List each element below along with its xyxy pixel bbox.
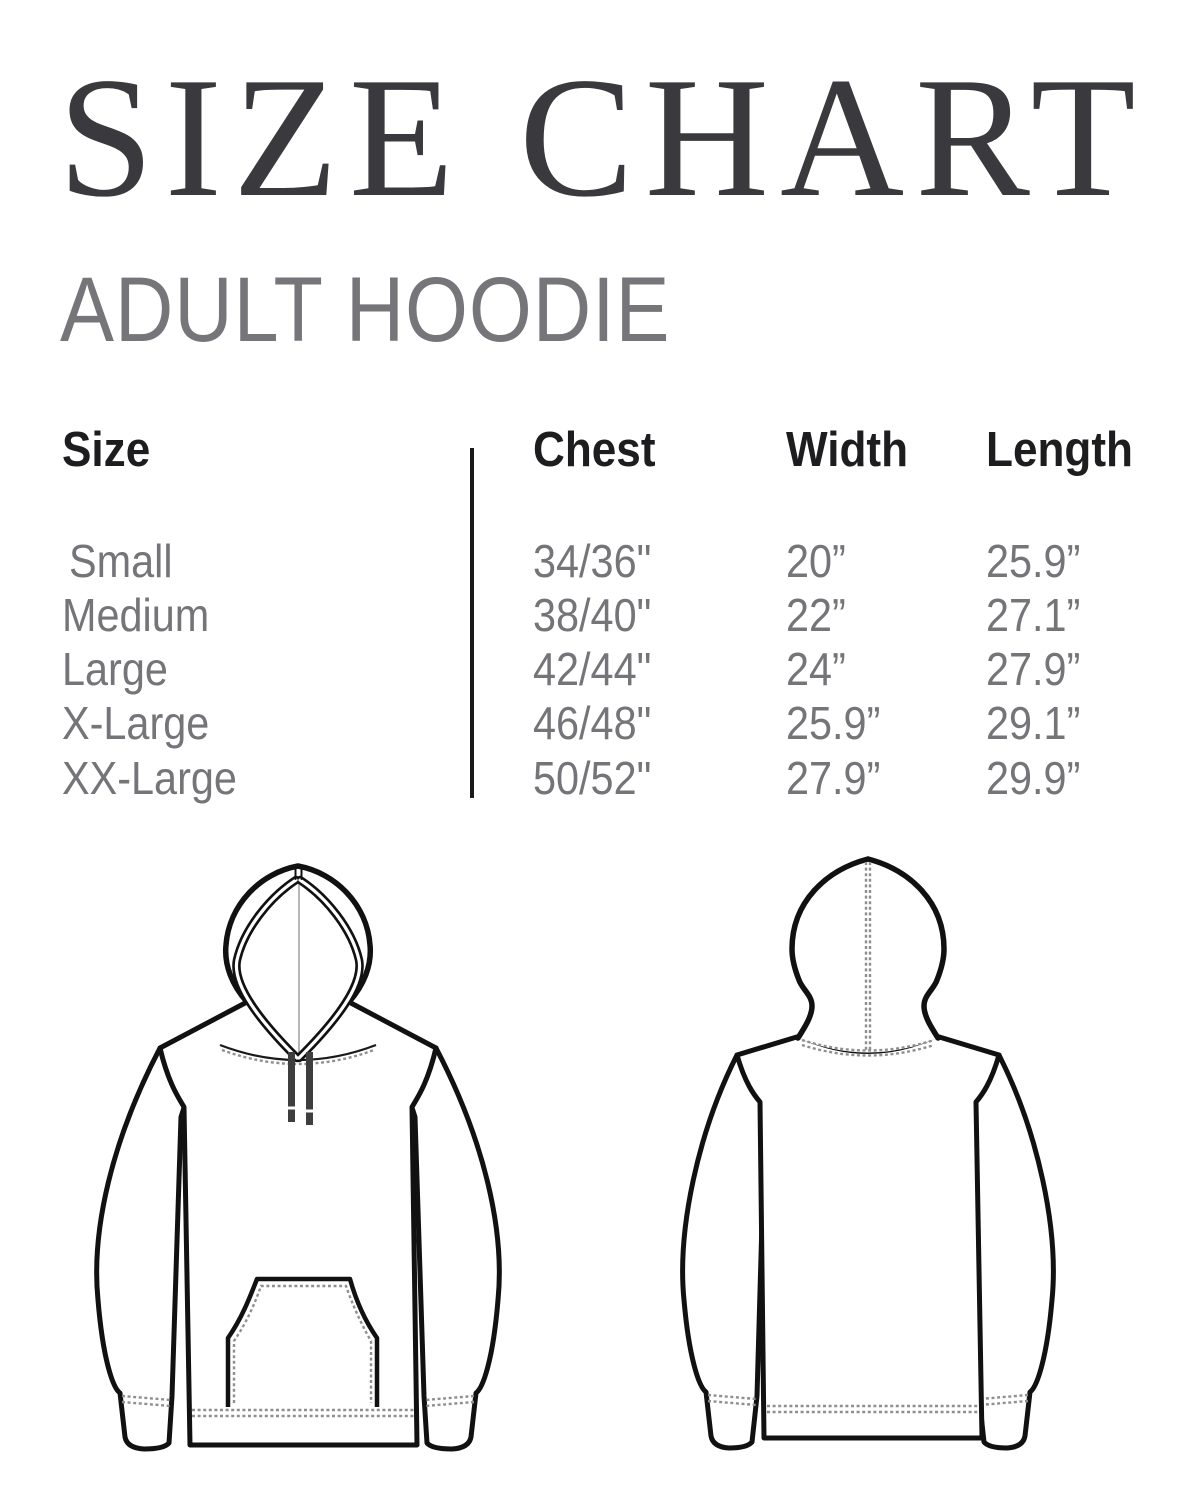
front-left-sleeve bbox=[94, 1045, 192, 1452]
width-value: 25.9” bbox=[786, 697, 881, 749]
page-subtitle: ADULT HOODIE bbox=[60, 259, 671, 361]
chest-value: 38/40" bbox=[533, 589, 652, 641]
chest-cell: 42/44" bbox=[533, 646, 664, 692]
table-column-divider bbox=[470, 448, 474, 798]
chest-value: 34/36" bbox=[533, 535, 652, 587]
front-left-cuff-stitch bbox=[121, 1394, 172, 1408]
column-header-size: Size bbox=[62, 426, 160, 475]
length-value: 27.9” bbox=[986, 643, 1081, 695]
chest-cell: 50/52" bbox=[533, 755, 664, 801]
width-cell: 20” bbox=[786, 538, 852, 584]
front-hood-opening-inner bbox=[234, 878, 362, 1060]
column-header-size-label: Size bbox=[62, 423, 151, 477]
chest-cell: 46/48" bbox=[533, 700, 664, 746]
size-label: Large bbox=[62, 643, 168, 695]
front-pocket-stitch bbox=[232, 1284, 373, 1403]
front-right-cuff-stitch bbox=[424, 1394, 475, 1408]
size-cell: XX-Large bbox=[62, 755, 256, 801]
length-value: 29.1” bbox=[986, 697, 1081, 749]
column-header-chest: Chest bbox=[533, 426, 669, 475]
back-hood-fill bbox=[792, 859, 944, 1053]
front-right-sleeve bbox=[404, 1045, 502, 1452]
length-cell: 27.9” bbox=[986, 646, 1091, 692]
size-label: Medium bbox=[62, 589, 210, 641]
back-hood-center-seam bbox=[864, 862, 872, 1052]
length-value: 27.1” bbox=[986, 589, 1081, 641]
column-header-width: Width bbox=[786, 426, 922, 475]
back-body bbox=[734, 1033, 1002, 1441]
front-hem-stitch bbox=[192, 1408, 414, 1418]
size-label: Small bbox=[69, 535, 173, 587]
width-value: 24” bbox=[786, 643, 846, 695]
chest-cell: 38/40" bbox=[533, 592, 664, 638]
length-cell: 29.1” bbox=[986, 700, 1091, 746]
chest-cell: 34/36" bbox=[533, 538, 664, 584]
length-value: 29.9” bbox=[986, 752, 1081, 804]
hoodie-front-figure bbox=[94, 863, 502, 1452]
back-right-sleeve bbox=[963, 1052, 1056, 1451]
back-left-sleeve bbox=[680, 1052, 773, 1451]
back-neck-stitch bbox=[801, 1038, 935, 1057]
size-cell: Medium bbox=[62, 592, 226, 638]
back-hood-outline bbox=[789, 856, 947, 1041]
width-value: 27.9” bbox=[786, 752, 881, 804]
back-hem-stitch bbox=[767, 1404, 979, 1414]
hoodie-back-figure bbox=[680, 856, 1056, 1451]
column-header-width-label: Width bbox=[786, 423, 909, 477]
length-value: 25.9” bbox=[986, 535, 1081, 587]
chest-value: 46/48" bbox=[533, 697, 652, 749]
column-header-chest-label: Chest bbox=[533, 423, 656, 477]
length-cell: 25.9” bbox=[986, 538, 1091, 584]
chest-value: 50/52" bbox=[533, 752, 652, 804]
front-hood-outline bbox=[222, 863, 374, 1005]
back-left-cuff-stitch bbox=[707, 1393, 757, 1407]
width-cell: 25.9” bbox=[786, 700, 891, 746]
length-cell: 27.1” bbox=[986, 592, 1091, 638]
width-cell: 24” bbox=[786, 646, 852, 692]
column-header-length-label: Length bbox=[986, 423, 1133, 477]
size-label: XX-Large bbox=[62, 752, 237, 804]
front-hood-peak-seam bbox=[294, 866, 303, 880]
width-value: 20” bbox=[786, 535, 846, 587]
size-cell: Small bbox=[62, 538, 184, 584]
size-cell: X-Large bbox=[62, 700, 226, 746]
length-cell: 29.9” bbox=[986, 755, 1091, 801]
width-cell: 22” bbox=[786, 592, 852, 638]
page-title: SIZE CHART bbox=[58, 43, 1147, 233]
width-cell: 27.9” bbox=[786, 755, 891, 801]
width-value: 22” bbox=[786, 589, 846, 641]
front-kangaroo-pocket bbox=[225, 1276, 380, 1407]
back-right-cuff-stitch bbox=[979, 1393, 1029, 1407]
size-cell: Large bbox=[62, 646, 180, 692]
front-collar-stitch bbox=[221, 1048, 375, 1066]
column-header-length: Length bbox=[986, 426, 1149, 475]
chest-value: 42/44" bbox=[533, 643, 652, 695]
size-label: X-Large bbox=[62, 697, 210, 749]
